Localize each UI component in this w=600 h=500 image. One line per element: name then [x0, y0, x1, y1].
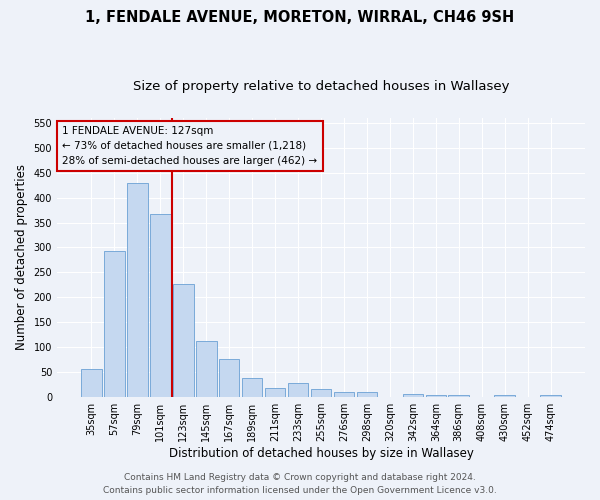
- Bar: [242, 378, 262, 397]
- Text: 1 FENDALE AVENUE: 127sqm
← 73% of detached houses are smaller (1,218)
28% of sem: 1 FENDALE AVENUE: 127sqm ← 73% of detach…: [62, 126, 317, 166]
- Bar: [334, 392, 355, 397]
- Text: 1, FENDALE AVENUE, MORETON, WIRRAL, CH46 9SH: 1, FENDALE AVENUE, MORETON, WIRRAL, CH46…: [85, 10, 515, 25]
- Bar: [494, 394, 515, 397]
- Bar: [265, 388, 286, 397]
- Bar: [81, 368, 102, 397]
- Y-axis label: Number of detached properties: Number of detached properties: [15, 164, 28, 350]
- Bar: [219, 359, 239, 397]
- Text: Contains HM Land Registry data © Crown copyright and database right 2024.
Contai: Contains HM Land Registry data © Crown c…: [103, 474, 497, 495]
- Bar: [288, 382, 308, 397]
- Bar: [448, 394, 469, 397]
- Bar: [150, 214, 170, 397]
- Bar: [311, 389, 331, 397]
- Bar: [127, 182, 148, 397]
- Bar: [173, 284, 194, 397]
- Bar: [196, 340, 217, 397]
- Bar: [541, 395, 561, 397]
- Title: Size of property relative to detached houses in Wallasey: Size of property relative to detached ho…: [133, 80, 509, 93]
- Bar: [403, 394, 423, 397]
- Bar: [425, 394, 446, 397]
- Bar: [104, 251, 125, 397]
- Bar: [356, 392, 377, 397]
- X-axis label: Distribution of detached houses by size in Wallasey: Distribution of detached houses by size …: [169, 447, 473, 460]
